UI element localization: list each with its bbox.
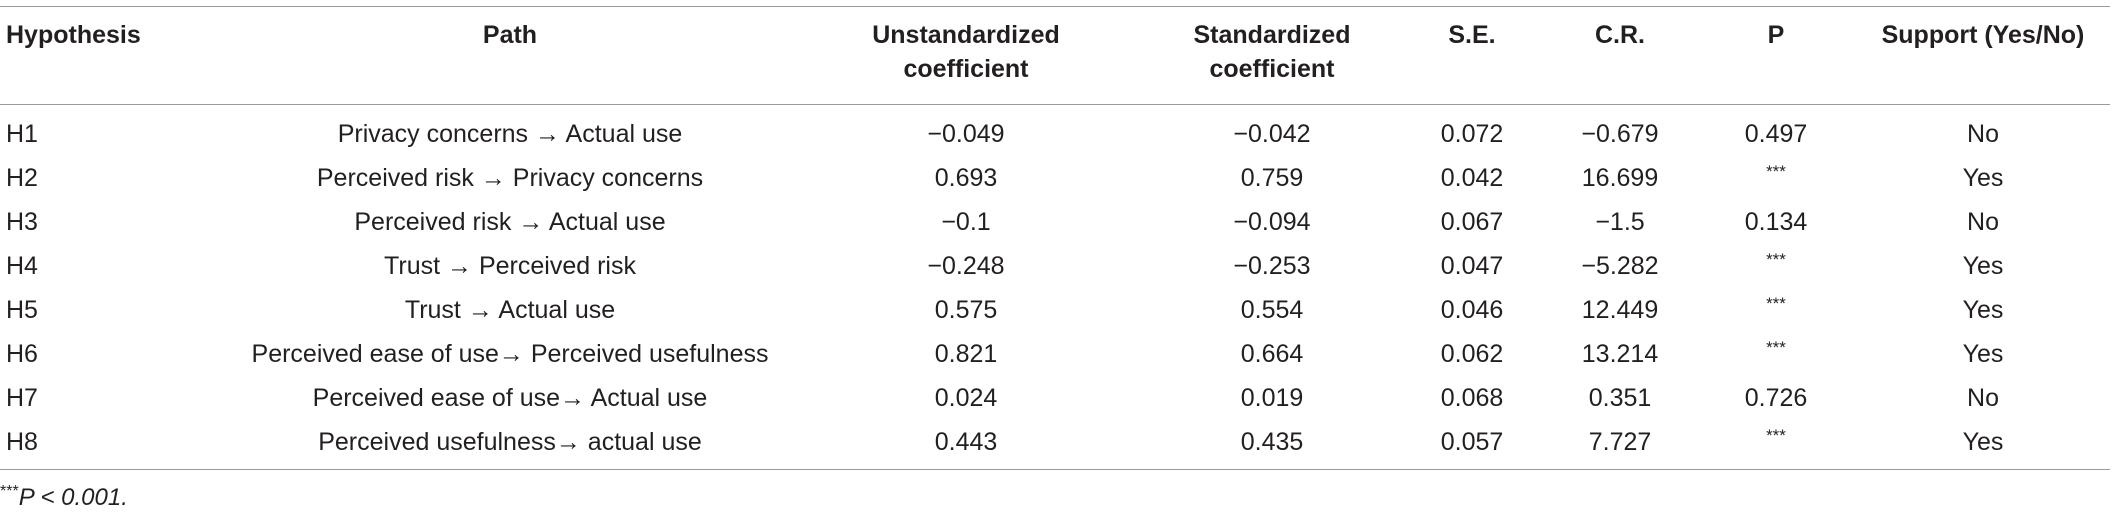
cell-support: Yes — [1962, 340, 2004, 368]
cell-standardized-coefficient: 0.554 — [1240, 296, 1304, 324]
cell-p-value: 0.726 — [1744, 384, 1808, 412]
cell-critical-ratio: −1.5 — [1595, 208, 1645, 236]
cell-critical-ratio: −0.679 — [1581, 120, 1659, 148]
cell-p-value: 0.134 — [1744, 208, 1808, 236]
cell-standardized-coefficient: −0.094 — [1233, 208, 1311, 236]
cell-standardized-coefficient: 0.664 — [1240, 340, 1304, 368]
header-support: Support (Yes/No) — [1882, 18, 2085, 52]
header-hypothesis: Hypothesis — [6, 18, 141, 52]
cell-critical-ratio: −5.282 — [1581, 252, 1659, 280]
table-row: H1 Privacy concerns → Actual use −0.049 −0.… — [0, 112, 2110, 156]
table-row: H8 Perceived usefulness→ actual use 0.443 0… — [0, 420, 2110, 464]
cell-unstandardized-coefficient: −0.248 — [927, 252, 1005, 280]
header-line: Path — [482, 21, 538, 49]
table-bottom-rule — [0, 469, 2110, 470]
cell-critical-ratio: 7.727 — [1588, 428, 1652, 456]
cell-standard-error: 0.042 — [1440, 164, 1504, 192]
header-line: coefficient — [1209, 55, 1335, 83]
cell-path: Perceived ease of use→ Perceived usefuln… — [251, 340, 769, 368]
cell-p-value: 0.497 — [1744, 120, 1808, 148]
cell-path: Perceived risk → Actual use — [354, 208, 666, 236]
cell-support: Yes — [1962, 252, 2004, 280]
cell-support: No — [1967, 120, 1999, 148]
cell-standard-error: 0.062 — [1440, 340, 1504, 368]
header-p-value: P — [1768, 18, 1785, 52]
cell-support: Yes — [1962, 296, 2004, 324]
header-line: C.R. — [1595, 21, 1645, 49]
table-header-row: Hypothesis Path Unstandardized coefficient S… — [0, 18, 2110, 98]
cell-hypothesis: H5 — [6, 296, 38, 324]
header-critical-ratio: C.R. — [1595, 18, 1645, 52]
cell-hypothesis: H1 — [6, 120, 38, 148]
cell-support: No — [1967, 384, 1999, 412]
cell-support: No — [1967, 208, 1999, 236]
table-footnote: ***P < 0.001. — [0, 477, 128, 513]
cell-path: Trust → Perceived risk — [384, 252, 636, 280]
cell-p-value: *** — [1766, 162, 1786, 181]
cell-unstandardized-coefficient: −0.049 — [927, 120, 1005, 148]
cell-standardized-coefficient: 0.759 — [1240, 164, 1304, 192]
cell-p-value: *** — [1766, 338, 1786, 357]
cell-unstandardized-coefficient: 0.693 — [934, 164, 998, 192]
cell-unstandardized-coefficient: −0.1 — [941, 208, 991, 236]
cell-standard-error: 0.046 — [1440, 296, 1504, 324]
cell-p-value: *** — [1766, 426, 1786, 445]
cell-unstandardized-coefficient: 0.443 — [934, 428, 998, 456]
cell-support: Yes — [1962, 164, 2004, 192]
cell-standardized-coefficient: −0.042 — [1233, 120, 1311, 148]
table-header-rule — [0, 104, 2110, 105]
header-line: Support (Yes/No) — [1881, 21, 2085, 49]
table-row: H6 Perceived ease of use→ Perceived usefu… — [0, 332, 2110, 376]
cell-hypothesis: H6 — [6, 340, 38, 368]
cell-critical-ratio: 16.699 — [1581, 164, 1659, 192]
cell-critical-ratio: 0.351 — [1588, 384, 1652, 412]
cell-standard-error: 0.057 — [1440, 428, 1504, 456]
cell-critical-ratio: 12.449 — [1581, 296, 1659, 324]
cell-support: Yes — [1962, 428, 2004, 456]
table-row: H3 Perceived risk → Actual use −0.1 −0.094 0… — [0, 200, 2110, 244]
cell-hypothesis: H3 — [6, 208, 38, 236]
cell-hypothesis: H8 — [6, 428, 38, 456]
cell-path: Perceived risk → Privacy concerns — [316, 164, 704, 192]
cell-standardized-coefficient: −0.253 — [1233, 252, 1311, 280]
table-row: H7 Perceived ease of use→ Actual use 0.024… — [0, 376, 2110, 420]
cell-hypothesis: H2 — [6, 164, 38, 192]
cell-hypothesis: H4 — [6, 252, 38, 280]
header-standard-error: S.E. — [1448, 18, 1495, 52]
table-row: H2 Perceived risk → Privacy concerns 0.693… — [0, 156, 2110, 200]
cell-path: Perceived usefulness→ actual use — [318, 428, 702, 456]
header-line: Standardized — [1193, 21, 1351, 49]
footnote-stars: *** — [0, 483, 19, 500]
cell-standardized-coefficient: 0.435 — [1240, 428, 1304, 456]
table-row: H4 Trust → Perceived risk −0.248 −0.253 0.04… — [0, 244, 2110, 288]
cell-standardized-coefficient: 0.019 — [1240, 384, 1304, 412]
cell-standard-error: 0.047 — [1440, 252, 1504, 280]
cell-unstandardized-coefficient: 0.821 — [934, 340, 998, 368]
cell-path: Perceived ease of use→ Actual use — [312, 384, 708, 412]
cell-critical-ratio: 13.214 — [1581, 340, 1659, 368]
cell-p-value: *** — [1766, 250, 1786, 269]
cell-hypothesis: H7 — [6, 384, 38, 412]
header-line: Unstandardized — [872, 21, 1060, 49]
cell-standard-error: 0.072 — [1440, 120, 1504, 148]
header-line: P — [1767, 21, 1785, 49]
footnote-text: P < 0.001. — [18, 484, 128, 511]
table-row: H5 Trust → Actual use 0.575 0.554 0.046 12.44… — [0, 288, 2110, 332]
cell-unstandardized-coefficient: 0.024 — [934, 384, 998, 412]
header-line: S.E. — [1448, 21, 1496, 49]
table-body: H1 Privacy concerns → Actual use −0.049 −0.… — [0, 112, 2110, 464]
header-unstandardized-coefficient: Unstandardized coefficient — [872, 18, 1060, 86]
cell-p-value: *** — [1766, 294, 1786, 313]
cell-path: Privacy concerns → Actual use — [337, 120, 683, 148]
table-top-rule — [0, 6, 2110, 7]
cell-path: Trust → Actual use — [404, 296, 616, 324]
header-path: Path — [483, 18, 537, 52]
cell-standard-error: 0.067 — [1440, 208, 1504, 236]
header-line: Hypothesis — [6, 21, 141, 49]
header-standardized-coefficient: Standardized coefficient — [1194, 18, 1351, 86]
cell-unstandardized-coefficient: 0.575 — [934, 296, 998, 324]
cell-standard-error: 0.068 — [1440, 384, 1504, 412]
header-line: coefficient — [903, 55, 1029, 83]
